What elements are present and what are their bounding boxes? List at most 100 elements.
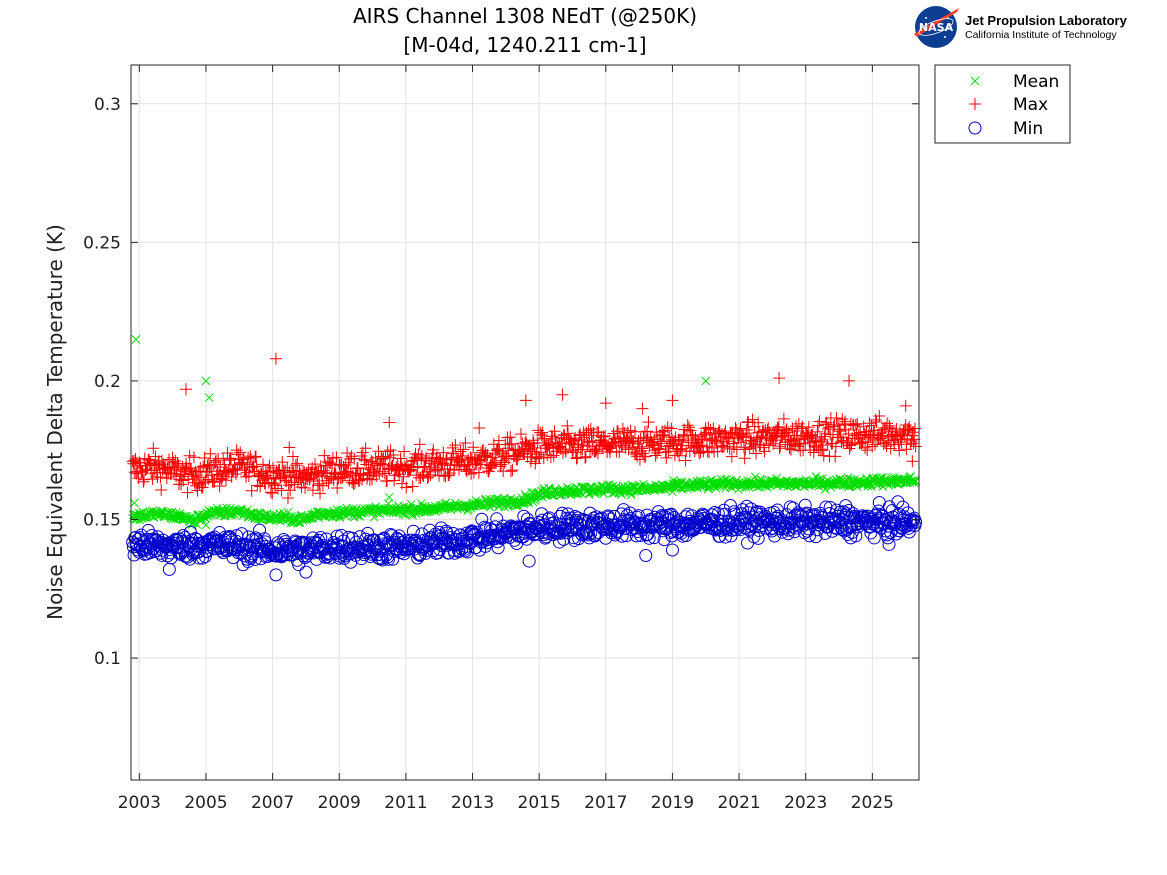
data-point-max — [755, 431, 768, 444]
series-mean — [128, 335, 921, 530]
data-point-max — [515, 445, 528, 458]
outlier-point-min — [299, 565, 313, 579]
data-point-max — [492, 434, 505, 447]
data-point-max — [387, 449, 400, 462]
data-point-min — [223, 530, 237, 544]
plot-area-frame — [130, 64, 920, 781]
data-point-mean — [369, 512, 379, 522]
legend-label-min: Min — [1013, 119, 1043, 139]
data-point-max — [752, 416, 765, 429]
outlier-point-max — [843, 374, 856, 387]
data-point-max — [570, 452, 583, 465]
outlier-point-mean — [701, 376, 711, 386]
x-tick-label: 2015 — [518, 793, 561, 813]
data-point-max — [358, 453, 371, 466]
data-point-max — [901, 423, 914, 436]
data-point-max — [148, 464, 161, 477]
data-point-min — [679, 510, 693, 524]
data-point-max — [376, 465, 389, 478]
y-tick-label: 0.15 — [83, 510, 121, 530]
data-point-max — [879, 436, 892, 449]
series-layer — [126, 335, 923, 582]
data-point-max — [354, 467, 367, 480]
data-point-max — [336, 471, 349, 484]
data-point-max — [822, 421, 835, 434]
data-point-max — [641, 425, 654, 438]
data-point-max — [806, 428, 819, 441]
data-point-max — [869, 438, 882, 451]
data-point-max — [384, 444, 397, 457]
x-tick-label: 2005 — [184, 793, 227, 813]
data-point-max — [649, 449, 662, 462]
data-point-max — [249, 450, 262, 463]
data-point-max — [864, 431, 877, 444]
outlier-point-min — [162, 562, 176, 576]
data-point-mean — [723, 477, 732, 487]
x-tick-label: 2009 — [318, 793, 361, 813]
y-axis-label: Noise Equivalent Delta Temperature (K) — [43, 224, 67, 620]
data-point-max — [698, 428, 711, 441]
org-name: Jet Propulsion Laboratory — [965, 13, 1127, 28]
series-max — [126, 352, 922, 504]
data-point-max — [585, 429, 598, 442]
data-point-max — [146, 473, 159, 486]
data-point-mean — [334, 509, 343, 519]
data-point-min — [490, 512, 504, 526]
data-point-max — [245, 484, 258, 497]
data-point-max — [138, 473, 151, 486]
y-tick-label: 0.25 — [83, 233, 121, 253]
data-point-max — [459, 437, 472, 450]
data-point-min — [751, 531, 765, 545]
outlier-point-max — [519, 394, 532, 407]
data-point-max — [769, 434, 782, 447]
data-point-max — [741, 416, 754, 429]
data-point-max — [154, 471, 167, 484]
data-point-max — [833, 423, 846, 436]
data-point-max — [844, 439, 857, 452]
data-point-min — [459, 540, 473, 554]
data-point-max — [683, 421, 696, 434]
data-point-max — [361, 472, 374, 485]
data-point-max — [834, 425, 847, 438]
data-point-max — [322, 477, 335, 490]
outlier-point-min — [639, 549, 653, 563]
data-point-mean — [772, 473, 782, 483]
data-point-min — [542, 511, 556, 525]
data-point-max — [822, 423, 835, 436]
data-point-max — [870, 415, 883, 428]
data-point-min — [181, 535, 195, 549]
data-point-max — [789, 420, 802, 433]
data-point-max — [411, 461, 424, 474]
data-point-max — [582, 424, 595, 437]
data-point-max — [679, 454, 692, 467]
data-point-max — [353, 474, 366, 487]
data-point-max — [467, 441, 480, 454]
data-point-max — [506, 464, 519, 477]
data-point-max — [166, 451, 179, 464]
data-point-max — [866, 440, 879, 453]
data-point-max — [555, 431, 568, 444]
data-point-max — [377, 452, 390, 465]
data-point-max — [652, 442, 665, 455]
data-point-max — [893, 444, 906, 457]
data-point-max — [145, 458, 158, 471]
data-point-max — [747, 440, 760, 453]
data-point-max — [207, 476, 220, 489]
data-point-max — [219, 474, 232, 487]
data-point-min — [862, 520, 876, 534]
data-point-max — [324, 457, 337, 470]
data-point-max — [569, 446, 582, 459]
data-point-max — [845, 438, 858, 451]
legend-label-max: Max — [1013, 95, 1048, 115]
data-point-max — [145, 467, 158, 480]
data-point-min — [731, 514, 745, 528]
outlier-point-mean — [668, 487, 677, 497]
data-point-max — [309, 458, 322, 471]
chart-title: AIRS Channel 1308 NEdT (@250K) — [353, 4, 697, 28]
nasa-meatball-icon: NASA — [914, 6, 959, 48]
outlier-point-max — [383, 416, 396, 429]
data-point-mean — [909, 475, 918, 485]
x-tick-label: 2023 — [784, 793, 827, 813]
data-point-max — [818, 430, 831, 443]
outlier-point-mean — [204, 393, 214, 402]
